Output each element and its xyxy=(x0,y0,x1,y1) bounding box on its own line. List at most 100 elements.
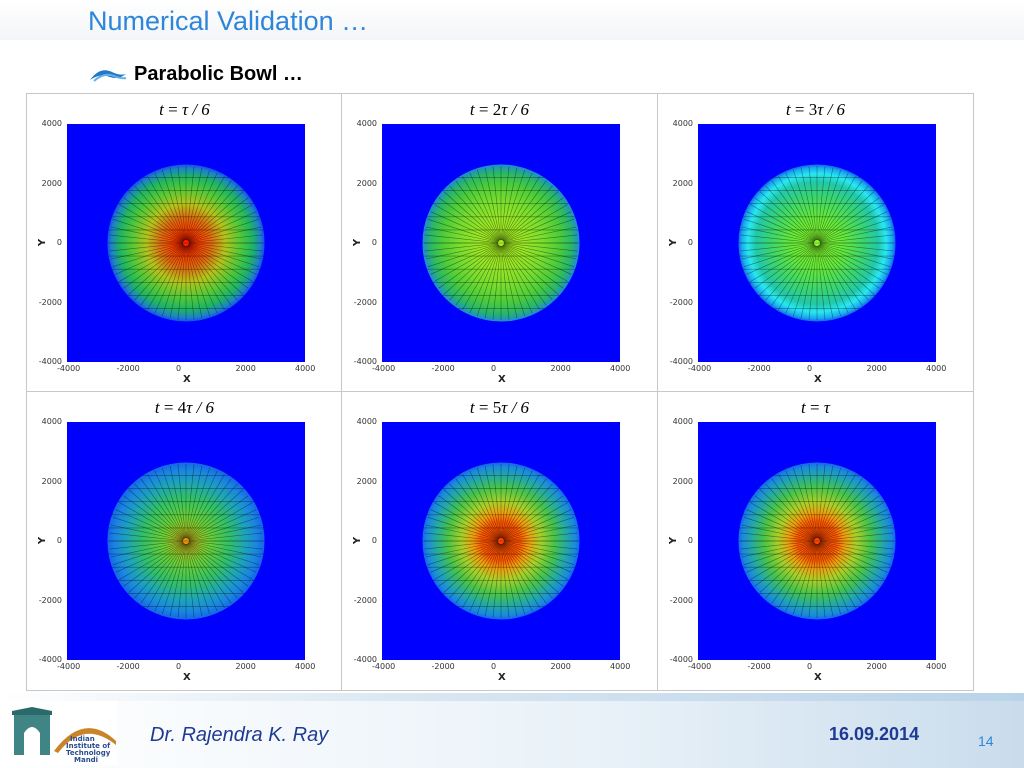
time-symbol: t xyxy=(785,100,791,119)
x-tick-label: 0 xyxy=(176,364,182,373)
time-factor: 3 xyxy=(808,100,818,119)
y-tick-label: 4000 xyxy=(41,119,62,128)
x-tick-label: 2000 xyxy=(550,364,571,373)
x-tick-label: 0 xyxy=(807,364,813,373)
time-label: t = 5τ / 6 xyxy=(469,398,530,417)
logo-line-4: Mandi xyxy=(74,756,98,764)
plot-panel: t = τ / 6 -4000 -4000 -2000 -2000 0 0 2000 2000 4… xyxy=(26,93,343,393)
y-tick-label: 2000 xyxy=(672,476,693,486)
x-tick-label: 4000 xyxy=(610,364,631,373)
y-tick-label: -2000 xyxy=(38,297,62,307)
x-tick-label: 0 xyxy=(176,662,182,671)
y-axis-label: Y xyxy=(668,536,680,545)
time-expression: τ / 6 xyxy=(501,398,530,417)
y-tick-label: 2000 xyxy=(672,178,693,188)
y-tick-label: -2000 xyxy=(353,595,377,605)
plot-panel: t = τ -4000 -4000 -2000 -2000 0 0 2000 2000 4000 4… xyxy=(657,391,974,691)
water-surface-contour xyxy=(107,164,265,322)
plot-panel: t = 5τ / 6 -4000 -4000 -2000 -2000 0 0 2000 2000… xyxy=(341,391,658,691)
water-surface-contour xyxy=(738,462,896,620)
x-tick-label: 4000 xyxy=(295,364,316,373)
x-tick-label: 2000 xyxy=(235,662,256,671)
x-axis-label: X xyxy=(183,374,191,385)
y-axis-label: Y xyxy=(352,536,364,545)
footer-divider xyxy=(0,693,1024,701)
x-tick-label: 2000 xyxy=(866,662,887,671)
x-tick-label: -2000 xyxy=(747,364,771,373)
y-tick-label: -2000 xyxy=(38,595,62,605)
y-tick-label: -4000 xyxy=(353,655,377,664)
velocity-vectors xyxy=(422,464,580,618)
water-surface-contour xyxy=(107,462,265,620)
water-surface-contour xyxy=(738,164,896,322)
water-surface-contour xyxy=(422,462,580,620)
subtitle-row: Parabolic Bowl … xyxy=(88,60,303,88)
x-tick-label: 4000 xyxy=(610,662,631,671)
x-tick-label: 4000 xyxy=(926,662,947,671)
time-label: t = τ xyxy=(801,398,830,417)
y-axis-label: Y xyxy=(37,536,49,545)
y-tick-label: 0 xyxy=(687,238,693,247)
logo-line-1: Indian xyxy=(70,735,95,743)
y-tick-label: 4000 xyxy=(41,417,62,426)
y-tick-label: 4000 xyxy=(356,417,377,426)
time-symbol: t xyxy=(469,398,475,417)
contour-plot xyxy=(382,422,620,660)
y-axis-label: Y xyxy=(37,238,49,247)
time-symbol: t xyxy=(801,398,806,417)
x-tick-label: 0 xyxy=(491,662,497,671)
y-axis-label: Y xyxy=(668,238,680,247)
time-symbol: t xyxy=(154,398,160,417)
x-axis-label: X xyxy=(498,374,506,385)
time-factor: 4 xyxy=(177,398,187,417)
time-symbol: t xyxy=(469,100,475,119)
y-tick-label: -4000 xyxy=(353,357,377,366)
x-axis-label: X xyxy=(498,672,506,683)
figure-grid: t = τ / 6 -4000 -4000 -2000 -2000 0 0 2000 2000 4… xyxy=(26,93,974,691)
plot-panel: t = 4τ / 6 -4000 -4000 -2000 -2000 0 0 2000 2000… xyxy=(26,391,343,691)
y-tick-label: -4000 xyxy=(669,357,693,366)
x-tick-label: 4000 xyxy=(295,662,316,671)
time-expression: τ / 6 xyxy=(182,100,210,119)
author-name: Dr. Rajendra K. Ray xyxy=(150,724,329,746)
x-axis-label: X xyxy=(814,374,822,385)
y-tick-label: -4000 xyxy=(38,357,62,366)
y-tick-label: 0 xyxy=(371,238,377,247)
title-band xyxy=(0,0,1024,40)
time-expression: τ / 6 xyxy=(501,100,530,119)
y-tick-label: 2000 xyxy=(356,476,377,486)
x-tick-label: 0 xyxy=(807,662,813,671)
x-tick-label: 2000 xyxy=(550,662,571,671)
contour-plot xyxy=(382,124,620,362)
plot-panel: t = 3τ / 6 -4000 -4000 -2000 -2000 0 0 2000 2000… xyxy=(657,93,974,393)
time-label: t = 4τ / 6 xyxy=(154,398,215,417)
x-tick-label: -4000 xyxy=(57,662,81,671)
slide-title: Numerical Validation … xyxy=(88,6,369,36)
time-label: t = τ / 6 xyxy=(159,100,210,119)
contour-plot xyxy=(698,422,936,660)
y-tick-label: 2000 xyxy=(41,178,62,188)
x-tick-label: -2000 xyxy=(116,364,140,373)
time-factor: 5 xyxy=(492,398,502,417)
water-surface-contour xyxy=(422,164,580,322)
time-expression: τ / 6 xyxy=(817,100,846,119)
velocity-vectors xyxy=(422,166,580,320)
y-tick-label: 4000 xyxy=(672,119,693,128)
y-tick-label: 2000 xyxy=(41,476,62,486)
time-expression: τ xyxy=(823,398,830,417)
contour-plot xyxy=(67,422,305,660)
time-label: t = 3τ / 6 xyxy=(785,100,846,119)
contour-plot xyxy=(67,124,305,362)
y-tick-label: 0 xyxy=(687,536,693,545)
x-tick-label: -4000 xyxy=(688,662,712,671)
velocity-vectors xyxy=(738,464,896,618)
x-tick-label: 2000 xyxy=(866,364,887,373)
y-tick-label: 2000 xyxy=(356,178,377,188)
x-tick-label: -4000 xyxy=(57,364,81,373)
x-tick-label: -4000 xyxy=(372,662,396,671)
x-axis-label: X xyxy=(183,672,191,683)
y-tick-label: -2000 xyxy=(669,595,693,605)
y-axis-label: Y xyxy=(352,238,364,247)
footer-band xyxy=(0,701,1024,768)
x-tick-label: 4000 xyxy=(926,364,947,373)
